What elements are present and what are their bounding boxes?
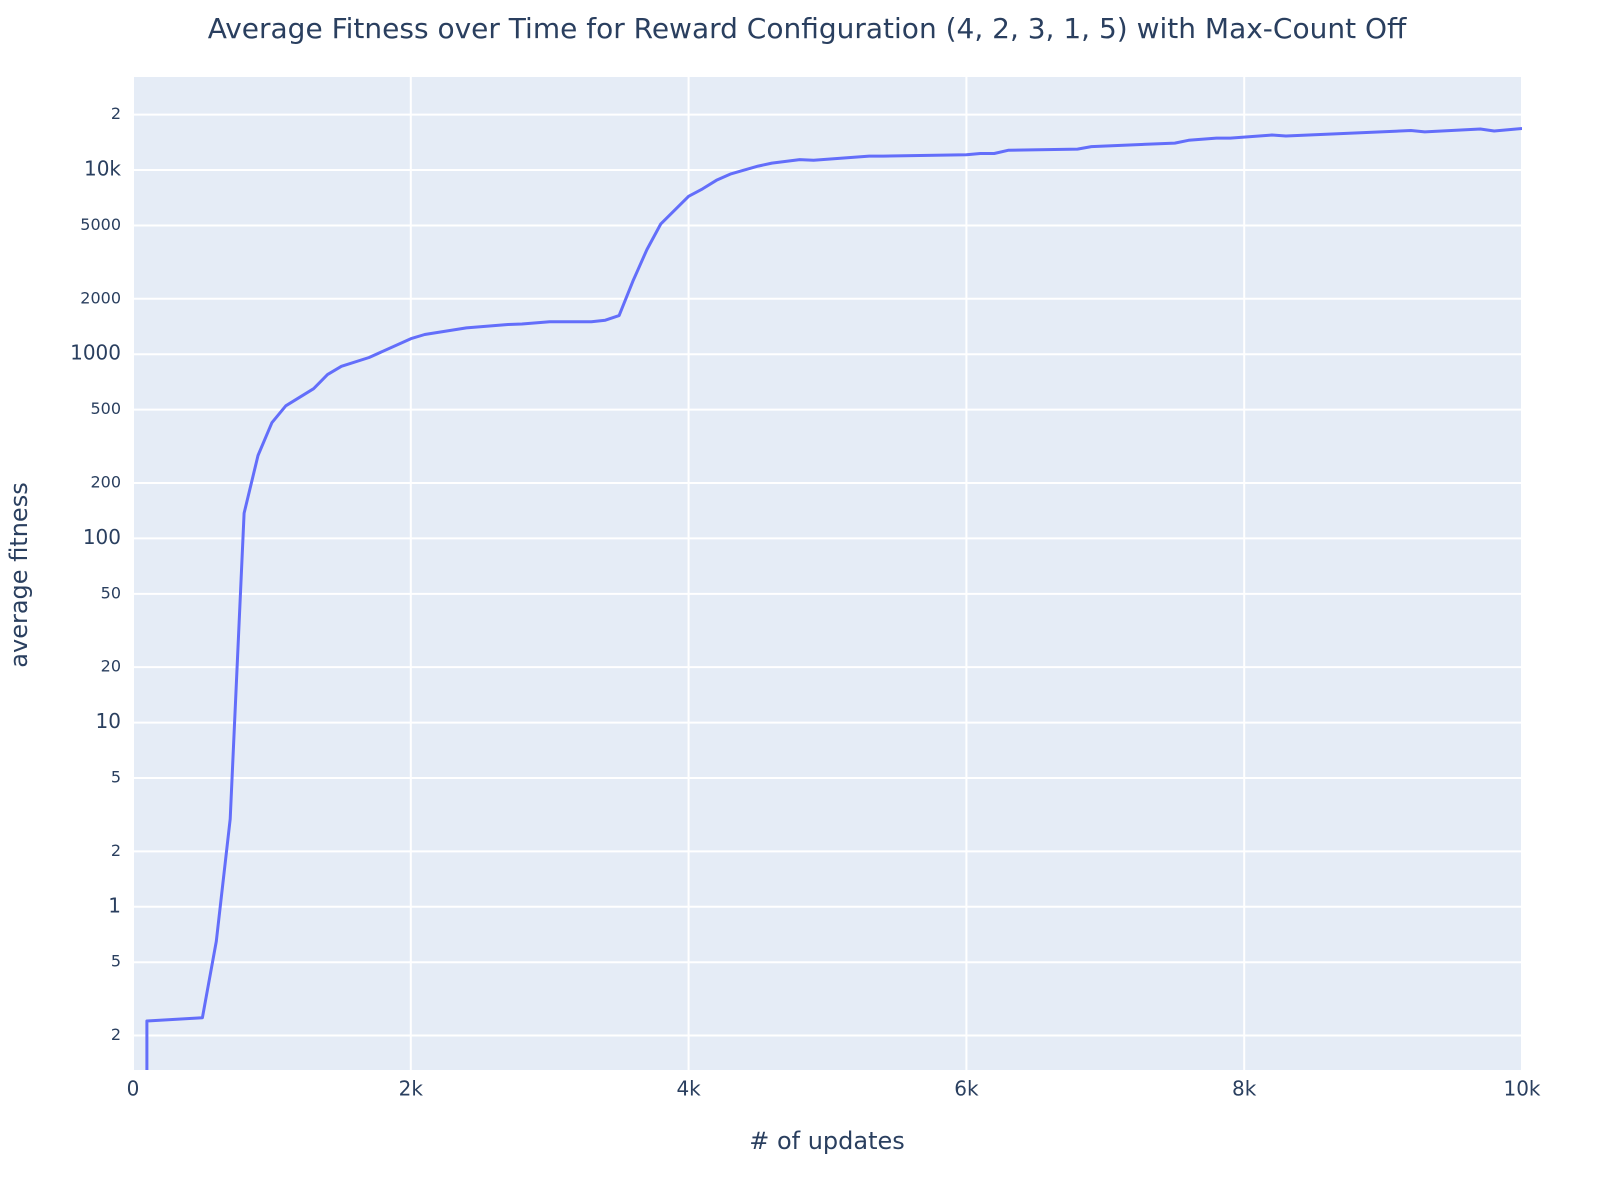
x-tick-label: 2k [399,1077,424,1101]
y-tick-label: 20 [101,657,121,676]
y-tick-label: 5000 [80,215,121,234]
y-tick-label: 10 [96,709,121,733]
y-tick-label: 2 [111,104,121,123]
x-tick-label: 0 [127,1077,140,1101]
y-tick-label: 10k [84,157,121,181]
y-tick-label: 100 [83,525,121,549]
x-tick-label: 8k [1232,1077,1257,1101]
x-tick-label: 4k [676,1077,701,1101]
y-tick-label: 500 [90,399,121,418]
x-tick-label: 6k [954,1077,979,1101]
plot-area [133,77,1522,1070]
y-axis-label: average fitness [5,482,33,667]
y-tick-label: 1000 [70,341,121,365]
y-tick-label: 5 [111,768,121,787]
y-tick-label: 2 [111,841,121,860]
y-tick-label: 5 [111,952,121,971]
chart-title: Average Fitness over Time for Reward Con… [208,12,1407,45]
y-tick-label: 200 [90,472,121,491]
y-tick-label: 1 [108,893,121,917]
y-tick-label: 2000 [80,288,121,307]
marks [145,127,1522,1070]
line [145,127,1522,1070]
grid [132,77,1523,1070]
x-tick-label: 10k [1503,1077,1540,1101]
y-tick-label: 50 [101,583,121,602]
y-tick-label: 2 [111,1025,121,1044]
x-axis-label: # of updates [749,1127,905,1155]
